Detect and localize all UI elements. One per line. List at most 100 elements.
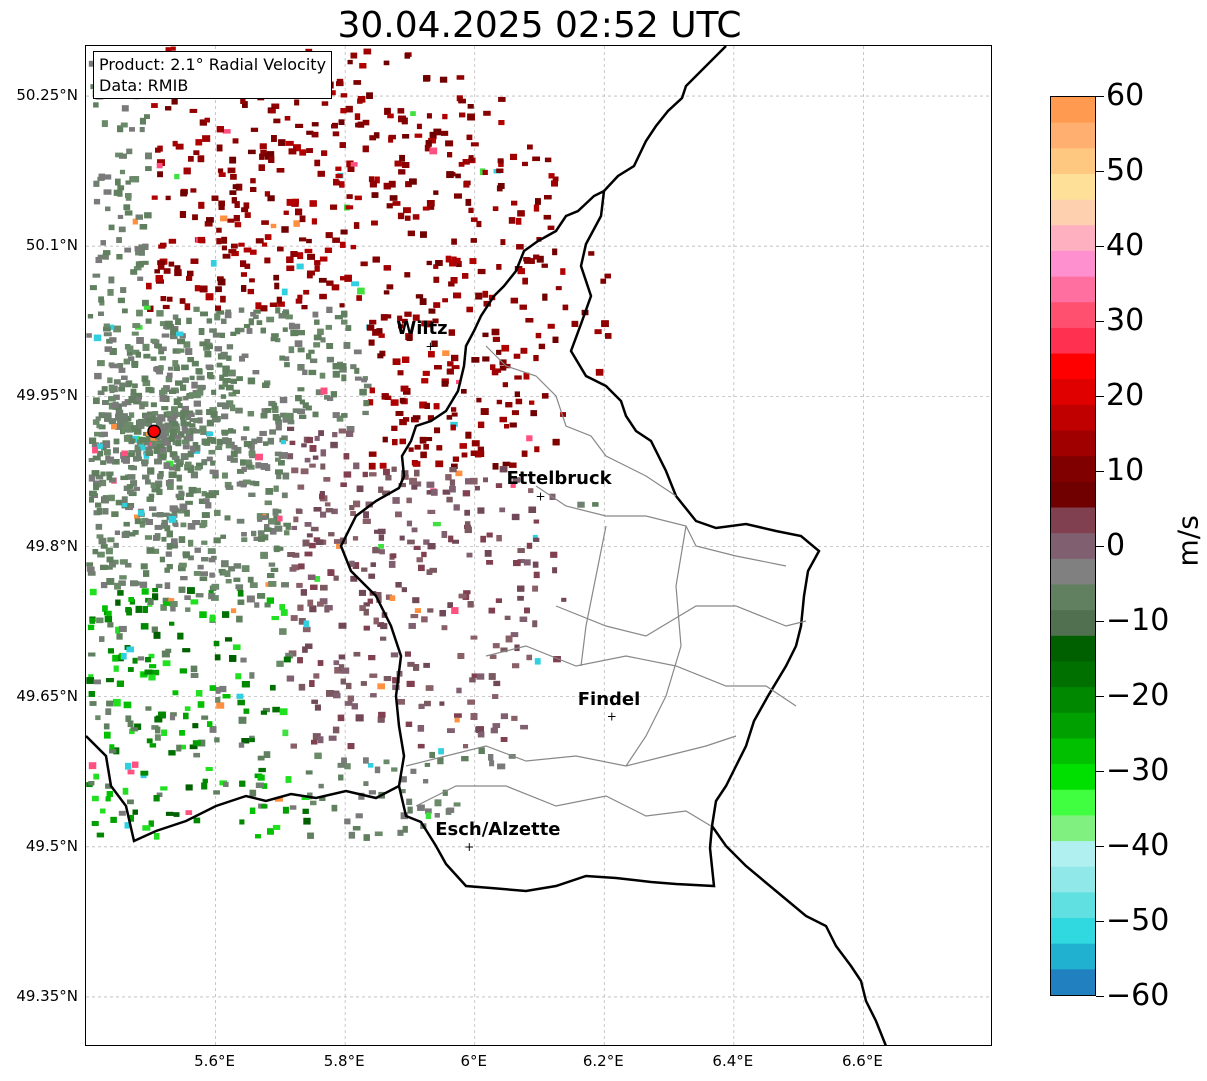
echo-pixel [278,139,286,146]
echo-pixel [397,829,404,836]
echo-pixel [302,402,309,409]
colorbar-tick [1096,621,1104,622]
echo-pixel [371,220,378,226]
echo-pixel [142,474,150,480]
echo-pixel [161,536,167,542]
echo-pixel [154,533,161,540]
echo-pixel [225,442,232,449]
echo-pixel [344,274,352,282]
echo-pixel [185,607,191,612]
echo-pixel [155,343,162,349]
echo-pixel [103,326,111,332]
echo-pixel [465,198,472,206]
echo-pixel [547,323,555,329]
echo-pixel [311,131,319,138]
echo-pixel [350,575,358,582]
echo-pixel [288,322,295,330]
colorbar-tick [1096,396,1104,397]
echo-pixel [264,152,272,160]
echo-pixel [158,244,166,249]
echo-pixel [298,683,306,691]
echo-pixel [363,625,370,631]
echo-pixel [197,564,204,570]
echo-pixel [190,665,198,673]
echo-pixel [370,562,376,567]
echo-pixel [127,356,135,362]
echo-pixel [207,372,214,379]
echo-pixel [360,681,367,686]
echo-pixel [552,336,559,343]
echo-pixel [441,625,448,631]
echo-pixel [319,293,327,300]
echo-pixel [142,299,149,307]
colorbar-tick-label: 50 [1106,153,1145,188]
echo-pixel [187,465,195,473]
echo-pixel [264,527,272,532]
echo-pixel [163,601,171,606]
echo-pixel [456,261,462,268]
echo-pixel [259,430,267,436]
echo-pixel [221,236,228,244]
colorbar-segment [1051,276,1095,303]
lat-tick-label: 50.1°N [25,236,78,255]
echo-pixel [514,391,520,398]
echo-pixel [105,206,111,212]
echo-pixel [233,446,242,454]
echo-pixel [367,399,374,406]
echo-pixel [230,608,237,614]
echo-pixel [125,762,132,770]
echo-pixel [289,440,296,446]
echo-pixel [347,166,355,172]
echo-pixel [100,544,108,549]
city-marker-icon: + [464,840,474,854]
echo-pixel [285,652,294,659]
echo-pixel [424,144,431,152]
echo-pixel [262,242,268,247]
echo-pixel [109,477,117,483]
echo-pixel [404,215,411,221]
echo-pixel [363,511,369,519]
echo-pixel [95,715,101,721]
map-canvas[interactable]: ++++ [86,46,992,1046]
echo-pixel [190,258,199,264]
echo-pixel [270,684,276,691]
radar-site-marker[interactable] [147,424,161,439]
belgium-germany-border [603,46,727,192]
echo-pixel [439,76,448,83]
echo-pixel [271,616,279,621]
echo-pixel [201,459,208,466]
echo-pixel [166,543,173,550]
echo-pixel [280,412,287,418]
echo-pixel [211,583,220,590]
echo-pixel [297,387,305,392]
echo-pixel [130,388,137,395]
map-panel[interactable]: + + + + [85,45,992,1046]
echo-pixel [188,486,197,494]
echo-pixel [86,333,92,338]
echo-pixel [290,329,299,337]
echo-pixel [291,467,299,474]
echo-pixel [141,672,148,677]
echo-pixel [560,412,566,417]
echo-pixel [406,680,415,687]
echo-pixel [405,181,412,188]
echo-pixel [86,677,95,684]
echo-pixel [86,562,94,567]
echo-pixel [374,831,383,837]
echo-pixel [275,419,282,425]
echo-pixel [145,706,152,711]
echo-pixel [275,307,281,314]
echo-pixel [173,398,181,406]
colorbar-segment [1051,558,1095,585]
echo-pixel [475,293,482,299]
echo-pixel [513,353,521,359]
echo-pixel [140,770,149,776]
echo-pixel [470,713,478,720]
echo-pixel [432,318,439,324]
echo-pixel [491,328,500,336]
echo-pixel [199,119,208,126]
city-marker-icon: + [425,339,435,353]
echo-pixel [303,620,310,628]
echo-pixel [247,411,255,417]
echo-pixel [107,377,113,384]
